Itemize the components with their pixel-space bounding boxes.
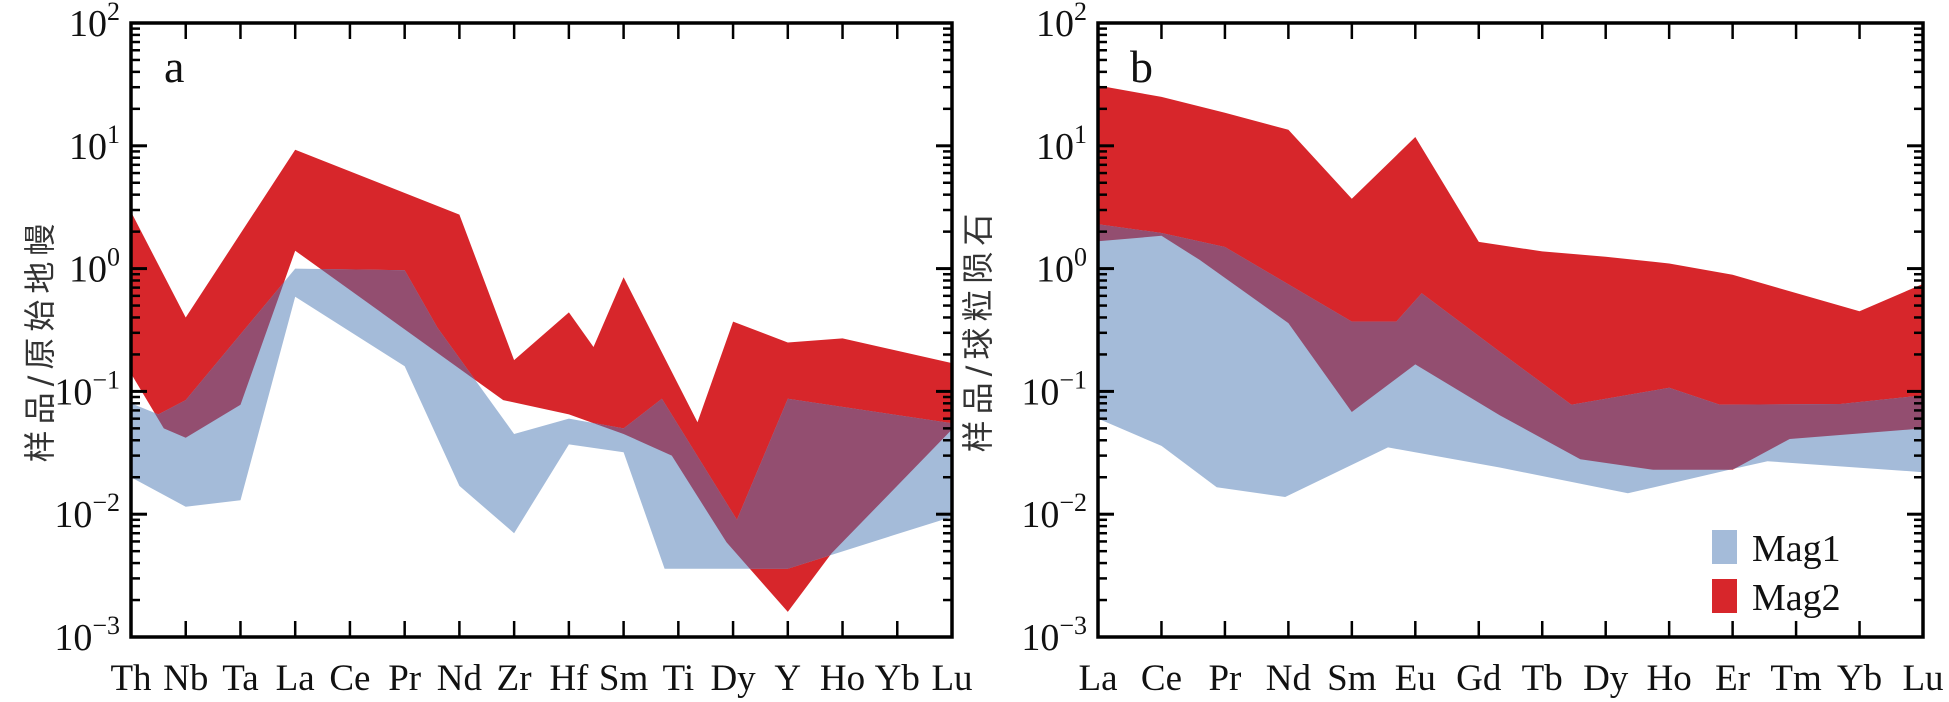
x-tick-label: Er [1715, 658, 1750, 699]
legend-swatch-mag1 [1712, 530, 1737, 564]
y-tick-label-base: 10 [1036, 249, 1074, 291]
y-tick-label-base: 10 [69, 3, 107, 45]
x-tick-label: Ce [329, 658, 370, 699]
y-tick-label-exponent: 1 [107, 120, 120, 149]
y-tick-label-base: 10 [54, 371, 92, 413]
y-axis-title: 样品/球粒陨石 [959, 208, 997, 453]
axes-frame [129, 21, 954, 639]
x-tick-label: Sm [1327, 658, 1377, 699]
legend: Mag1 Mag2 [1712, 528, 1841, 619]
x-tick-label: Ho [1647, 658, 1692, 699]
y-tick-label-exponent: −2 [92, 488, 120, 517]
x-tick-label: La [276, 658, 315, 699]
x-tick-label: Pr [1208, 658, 1241, 699]
y-tick-label: 10−3 [54, 611, 120, 659]
x-tick-label: Th [110, 658, 152, 699]
axes-frame [1096, 21, 1925, 639]
mag2-band [131, 149, 952, 612]
x-tick-label: Pr [388, 658, 421, 699]
y-tick-label: 10−1 [54, 365, 120, 413]
y-tick-label: 10−2 [54, 488, 120, 536]
y-tick-label-base: 10 [69, 126, 107, 168]
legend-swatch-mag2 [1712, 579, 1737, 613]
y-tick-label: 102 [1036, 0, 1087, 45]
x-tick-label: Nb [163, 658, 208, 699]
y-tick-label-base: 10 [1021, 371, 1059, 413]
y-tick-label: 101 [69, 120, 120, 168]
plot-area [131, 149, 952, 612]
x-tick-label: Y [774, 658, 801, 699]
x-tick-label: Tm [1770, 658, 1822, 699]
y-tick-label-exponent: −1 [1059, 365, 1087, 394]
y-tick-label-exponent: −1 [92, 365, 120, 394]
x-tick-label: Gd [1456, 658, 1502, 699]
panel-label: a [164, 41, 184, 92]
x-tick-label: Tb [1522, 658, 1563, 699]
y-tick-label-base: 10 [1036, 3, 1074, 45]
x-tick-label: Hf [549, 658, 589, 699]
y-axis-title: 样品/原始地幔 [21, 218, 59, 463]
y-tick-label: 102 [69, 0, 120, 45]
x-tick-label: Lu [931, 658, 972, 699]
x-tick-label: Yb [1837, 658, 1882, 699]
y-tick-label: 100 [69, 243, 120, 291]
plot-area [1098, 85, 1923, 497]
y-tick-label-exponent: −3 [92, 611, 120, 640]
x-tick-label: Ho [820, 658, 865, 699]
y-tick-label-exponent: 0 [1074, 243, 1087, 272]
x-tick-label: Zr [497, 658, 532, 699]
y-tick-label-base: 10 [1021, 617, 1059, 659]
y-tick-label: 100 [1036, 243, 1087, 291]
y-tick-label-base: 10 [54, 494, 92, 536]
x-tick-label: Dy [710, 658, 756, 699]
mag2-band [1098, 85, 1923, 470]
x-tick-label: Ti [663, 658, 695, 699]
y-tick-label-base: 10 [69, 249, 107, 291]
x-tick-label: Ta [222, 658, 258, 699]
y-tick-label-exponent: 2 [107, 0, 120, 26]
y-tick-label: 10−1 [1021, 365, 1087, 413]
y-tick-label: 10−3 [1021, 611, 1087, 659]
y-tick-label-base: 10 [54, 617, 92, 659]
y-tick-label: 101 [1036, 120, 1087, 168]
y-tick-label-exponent: 2 [1074, 0, 1087, 26]
x-tick-label: Ce [1141, 658, 1182, 699]
legend-label-mag1: Mag1 [1752, 528, 1841, 570]
x-tick-label: Lu [1902, 658, 1943, 699]
x-tick-label: Nd [1266, 658, 1312, 699]
y-tick-label-base: 10 [1036, 126, 1074, 168]
panel-label: b [1130, 41, 1153, 92]
y-tick-label: 10−2 [1021, 488, 1087, 536]
y-tick-label-exponent: 0 [107, 243, 120, 272]
x-tick-label: Eu [1395, 658, 1436, 699]
x-tick-label: Nd [437, 658, 483, 699]
x-tick-label: La [1078, 658, 1117, 699]
x-tick-label: Sm [599, 658, 649, 699]
x-tick-label: Yb [875, 658, 920, 699]
y-tick-label-exponent: −2 [1059, 488, 1087, 517]
x-tick-label: Dy [1583, 658, 1629, 699]
legend-label-mag2: Mag2 [1752, 577, 1841, 619]
y-tick-label-base: 10 [1021, 494, 1059, 536]
y-tick-label-exponent: 1 [1074, 120, 1087, 149]
y-tick-label-exponent: −3 [1059, 611, 1087, 640]
